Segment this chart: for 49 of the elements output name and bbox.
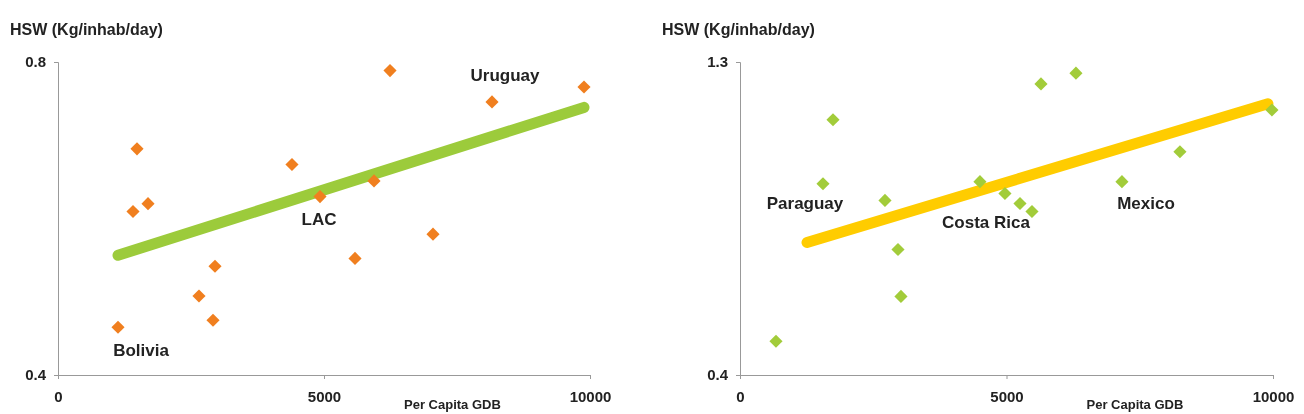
y-tick-label: 1.3 xyxy=(707,53,728,71)
point xyxy=(1013,196,1027,211)
point xyxy=(426,227,440,241)
y-tick-label: 0.4 xyxy=(25,366,47,384)
point xyxy=(826,113,840,127)
point xyxy=(206,313,220,327)
x-tick-label: 0 xyxy=(54,387,63,405)
point xyxy=(1115,175,1129,189)
y-tick-label: 0.4 xyxy=(707,366,729,384)
point xyxy=(192,289,206,303)
point xyxy=(141,197,155,211)
point xyxy=(313,190,327,204)
x-tick-label: 5000 xyxy=(307,387,342,405)
point xyxy=(111,320,125,334)
y-axis-title: HSW (Kg/inhab/day) xyxy=(10,21,163,38)
annotation: Costa Rica xyxy=(942,213,1031,233)
point xyxy=(485,95,499,109)
x-axis-title: Per Capita GDB xyxy=(1086,397,1184,412)
annotation: Mexico xyxy=(1117,194,1175,214)
annotation: Bolivia xyxy=(113,341,170,361)
point xyxy=(1173,145,1187,159)
point xyxy=(577,80,591,94)
point xyxy=(894,289,908,303)
annotation: LAC xyxy=(301,210,337,230)
point xyxy=(1265,103,1279,117)
x-axis-title: Per Capita GDB xyxy=(404,397,501,412)
point xyxy=(285,157,299,172)
annotation: Uruguay xyxy=(470,66,541,86)
x-tick-label: 5000 xyxy=(990,387,1024,405)
point xyxy=(891,242,905,257)
point xyxy=(1069,66,1083,80)
point xyxy=(126,204,140,219)
point xyxy=(878,193,892,207)
point xyxy=(130,142,144,156)
point xyxy=(973,175,987,189)
x-tick-label: 10000 xyxy=(1252,387,1295,405)
point xyxy=(816,177,830,191)
annotation: Paraguay xyxy=(766,194,844,214)
x-tick-label: 10000 xyxy=(569,387,612,405)
point xyxy=(367,174,381,188)
y-tick-label: 0.8 xyxy=(25,53,46,71)
point xyxy=(998,186,1012,201)
point xyxy=(383,64,397,78)
point xyxy=(1034,77,1048,91)
point xyxy=(348,251,362,265)
x-tick-label: 0 xyxy=(736,387,745,405)
y-axis-title: HSW (Kg/inhab/day) xyxy=(662,21,815,38)
point xyxy=(208,259,222,273)
point xyxy=(769,334,783,348)
